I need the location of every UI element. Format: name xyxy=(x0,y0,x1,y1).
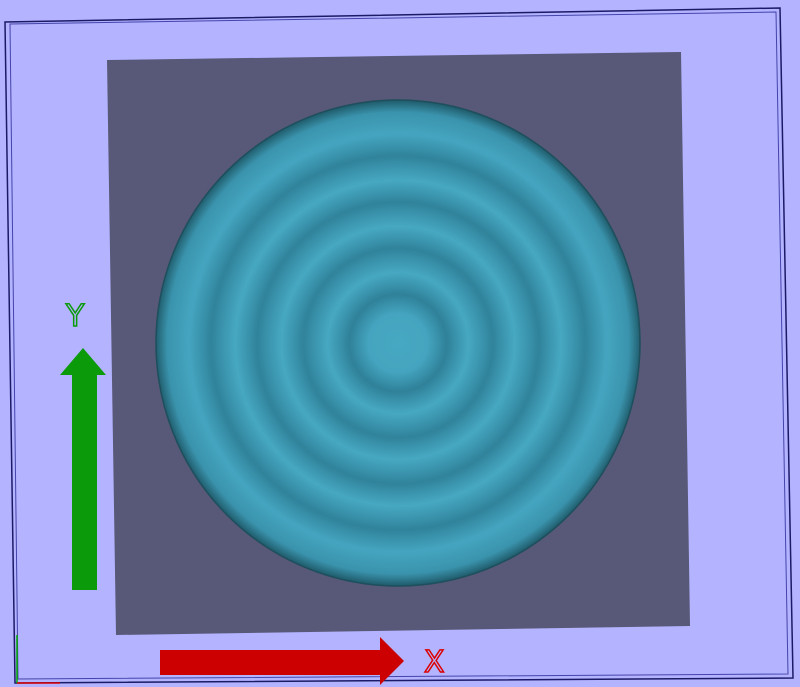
bounding-frame xyxy=(4,7,794,684)
y-axis-label: Y xyxy=(65,299,85,334)
rippled-disc xyxy=(155,99,641,587)
bounding-frame-inner xyxy=(9,11,789,680)
x-arrow xyxy=(160,637,404,685)
y-arrow xyxy=(60,348,106,590)
x-axis-label: X xyxy=(424,645,445,680)
